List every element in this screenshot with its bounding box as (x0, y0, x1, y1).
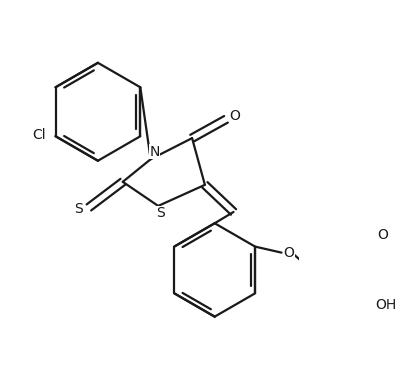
Text: O: O (229, 109, 241, 123)
Text: O: O (283, 246, 295, 260)
Text: S: S (74, 202, 83, 216)
Text: OH: OH (375, 298, 396, 312)
Text: N: N (149, 145, 160, 159)
Text: Cl: Cl (32, 128, 46, 142)
Text: S: S (156, 206, 165, 221)
Text: O: O (377, 228, 388, 241)
